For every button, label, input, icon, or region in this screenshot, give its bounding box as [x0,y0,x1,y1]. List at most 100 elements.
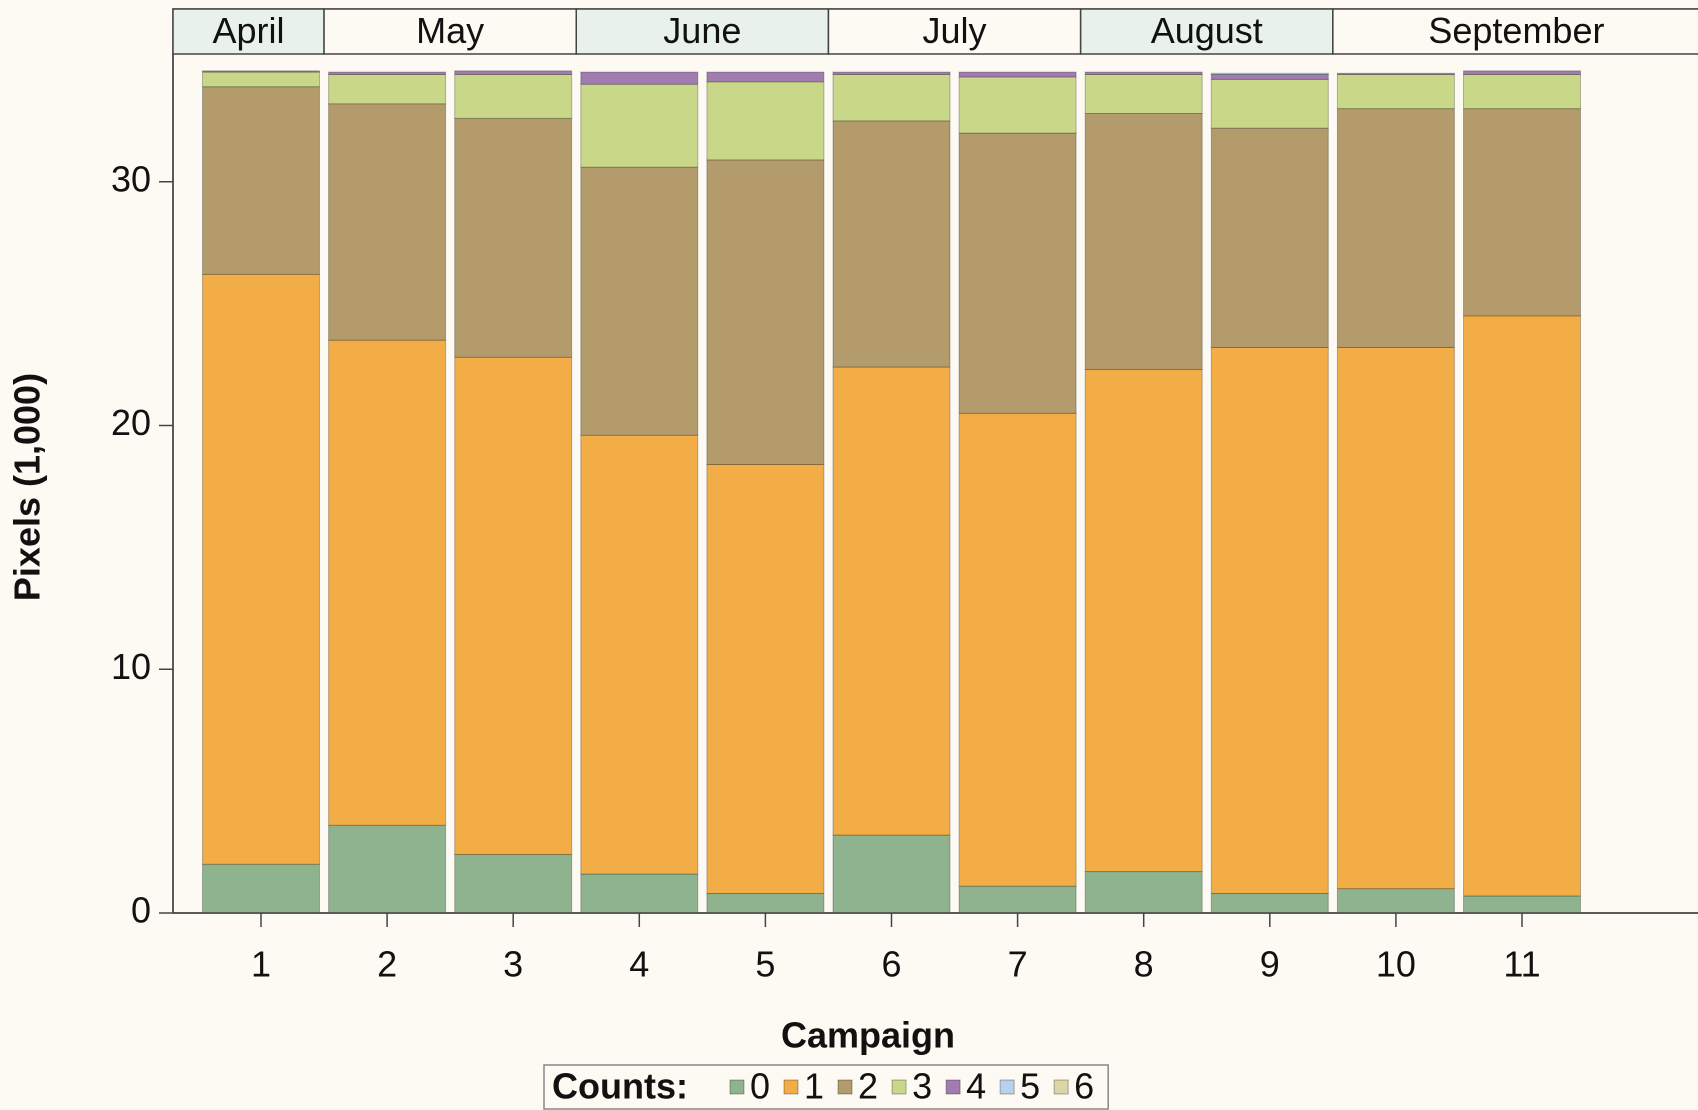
bar-segment [1463,108,1581,317]
bar-segment [1336,888,1455,914]
legend-label: 2 [858,1066,878,1107]
y-tick-label: 20 [111,402,151,443]
legend: Counts: 0 1 2 3 4 5 6 [543,1064,1109,1110]
bar-segment [1463,895,1581,914]
x-tick-label: 11 [1503,944,1540,985]
y-tick-label: 0 [131,890,151,931]
panel-label: May [416,10,484,51]
bar-segment [1336,72,1455,75]
panel-label: September [1428,10,1604,51]
y-axis-title: Pixels (1,000) [7,373,48,601]
bar-segment [202,71,320,88]
legend-label: 6 [1074,1066,1094,1107]
bar-segment [1210,893,1329,914]
x-tick-label: 4 [629,944,649,985]
bar-segment [958,132,1077,414]
legend-label: 5 [1020,1066,1040,1107]
bar-segment [958,885,1077,914]
bar-segment [580,83,699,168]
panel-header [827,8,1082,55]
bar-segment [1084,74,1203,114]
bar-segment [832,71,951,75]
bar-segment [1210,347,1329,894]
panel-label: July [923,10,987,51]
bar-segment [454,74,573,119]
legend-label: 4 [966,1066,986,1107]
bar-segment [202,273,320,865]
bar-segment [580,434,699,875]
legend-label: 3 [912,1066,932,1107]
panel-header [323,8,577,55]
bar-segment [580,873,699,914]
bar-segment [706,71,825,83]
panel-label: June [663,10,741,51]
bar-segment [202,863,320,914]
y-tick-label: 30 [111,158,151,199]
bar-segment [832,834,951,914]
legend-swatch [783,1079,799,1095]
bar-segment [1210,74,1329,80]
legend-swatch [1053,1079,1069,1095]
bar-segment [454,70,573,75]
x-tick-label: 5 [755,944,775,985]
bar-segment [706,159,825,465]
bar-segment [1084,71,1203,75]
x-tick-label: 10 [1376,944,1416,985]
legend-swatch [891,1079,907,1095]
x-axis-title: Campaign [781,1015,955,1056]
panel-header [172,8,325,55]
legend-label: 1 [804,1066,824,1107]
x-tick-label: 3 [503,944,523,985]
bar-segment [1210,72,1329,75]
bar-segment [958,71,1077,78]
bar-segment [454,854,573,914]
x-tick-label: 8 [1134,944,1154,985]
bar-segment [1210,78,1329,129]
bar-segment [328,824,447,914]
legend-box [543,1064,1109,1110]
panel-header [575,8,830,55]
bar-segment [832,366,951,836]
panel-label: April [213,10,285,51]
bar-segment [1084,368,1203,873]
bar-segment [1336,74,1455,110]
legend-swatch [999,1079,1015,1095]
bar-segment [580,71,699,85]
legend-label: 0 [750,1066,770,1107]
bar-segment [454,356,573,855]
bar-segment [1463,74,1581,110]
bar-segment [706,893,825,914]
legend-swatch [837,1079,853,1095]
bar-segment [328,71,447,75]
x-tick-label: 9 [1260,944,1280,985]
bar-segment [706,464,825,894]
bar-segment [1084,871,1203,914]
bar-segment [706,81,825,161]
bar-segment [1463,315,1581,897]
bar-segment [328,103,447,341]
x-tick-label: 1 [251,944,271,985]
y-tick-label: 10 [111,646,151,687]
x-tick-label: 7 [1008,944,1028,985]
bar-segment [1336,108,1455,348]
x-tick-label: 2 [377,944,397,985]
bar-segment [958,76,1077,134]
bar-segment [958,412,1077,887]
bar-segment [202,70,320,73]
bar-segment [1336,347,1455,890]
bar-segment [454,117,573,358]
panel-header [1332,8,1698,55]
legend-swatch [945,1079,961,1095]
x-tick-label: 6 [881,944,901,985]
bar-segment [832,74,951,122]
bar-segment [1084,113,1203,370]
legend-swatch [729,1079,745,1095]
bar-segment [202,86,320,275]
bar-segment [1463,70,1581,75]
bar-segment [580,166,699,436]
bar-segment [328,74,447,105]
legend-title: Counts: [552,1066,688,1107]
bar-segment [1210,127,1329,348]
